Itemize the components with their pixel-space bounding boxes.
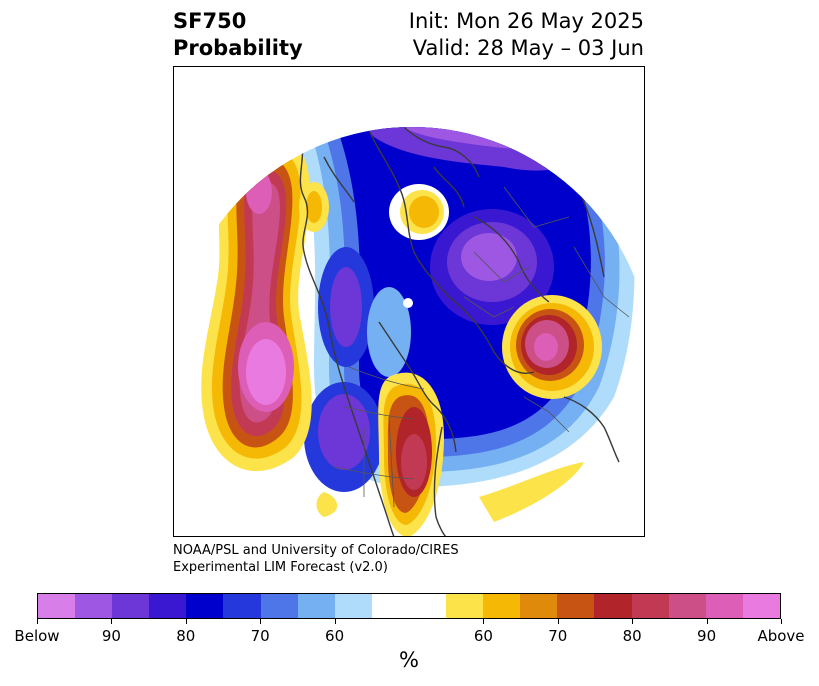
- credit-text: NOAA/PSL and University of Colorado/CIRE…: [173, 542, 459, 576]
- colorbar-swatch: [631, 594, 669, 618]
- colorbar-swatch: [334, 594, 372, 618]
- credit-line-1: NOAA/PSL and University of Colorado/CIRE…: [173, 543, 459, 558]
- colorbar: [37, 593, 781, 619]
- colorbar-unit: %: [399, 648, 419, 672]
- colorbar-tick-mark: [334, 619, 336, 624]
- valid-dates: Valid: 28 May – 03 Jun: [412, 36, 644, 60]
- colorbar-swatch: [149, 594, 187, 618]
- colorbar-tick-label: 60: [473, 627, 493, 645]
- colorbar-swatch: [186, 594, 224, 618]
- title-line-1: SF750: [173, 9, 247, 33]
- colorbar-swatch: [223, 594, 261, 618]
- colorbar-tick-mark: [706, 619, 708, 624]
- colorbar-tick-label: 80: [622, 627, 642, 645]
- colorbar-tick-mark: [483, 619, 485, 624]
- colorbar-tick-mark: [37, 619, 38, 624]
- colorbar-tick-label: 70: [548, 627, 568, 645]
- colorbar-tick-mark: [111, 619, 113, 624]
- forecast-dates: Init: Mon 26 May 2025 Valid: 28 May – 03…: [409, 8, 644, 62]
- colorbar-swatch: [742, 594, 780, 618]
- colorbar-swatch: [38, 594, 76, 618]
- colorbar-swatch: [260, 594, 298, 618]
- colorbar-tick-mark: [632, 619, 634, 624]
- chart-title: SF750 Probability: [173, 8, 303, 62]
- north-pole-marker: [403, 298, 413, 308]
- colorbar-swatch: [520, 594, 558, 618]
- colorbar-swatch: [446, 594, 484, 618]
- title-line-2: Probability: [173, 36, 303, 60]
- colorbar-tick-label: 80: [176, 627, 196, 645]
- colorbar-tick-label: 90: [101, 627, 121, 645]
- colorbar-swatch: [705, 594, 743, 618]
- init-date: Init: Mon 26 May 2025: [408, 9, 644, 33]
- colorbar-swatch: [297, 594, 335, 618]
- colorbar-tick-label: Below: [14, 627, 60, 645]
- colorbar-tick-mark: [185, 619, 187, 624]
- credit-line-2: Experimental LIM Forecast (v2.0): [173, 560, 388, 575]
- colorbar-swatch: [594, 594, 632, 618]
- probability-map: [174, 67, 644, 536]
- colorbar-tick-mark: [781, 619, 782, 624]
- colorbar-swatch: [557, 594, 595, 618]
- colorbar-tick-label: 90: [697, 627, 717, 645]
- above-normal-region: [201, 133, 602, 536]
- colorbar-tick-mark: [260, 619, 262, 624]
- colorbar-swatch: [408, 594, 447, 618]
- colorbar-tick-mark: [557, 619, 559, 624]
- colorbar-tick-label: 70: [250, 627, 270, 645]
- colorbar-tick-label: Above: [757, 627, 805, 645]
- colorbar-swatch: [371, 594, 409, 618]
- colorbar-tick-label: 60: [325, 627, 345, 645]
- colorbar-swatch: [75, 594, 113, 618]
- colorbar-swatch: [112, 594, 150, 618]
- colorbar-swatch: [668, 594, 706, 618]
- map-panel: [173, 66, 645, 537]
- colorbar-swatch: [483, 594, 521, 618]
